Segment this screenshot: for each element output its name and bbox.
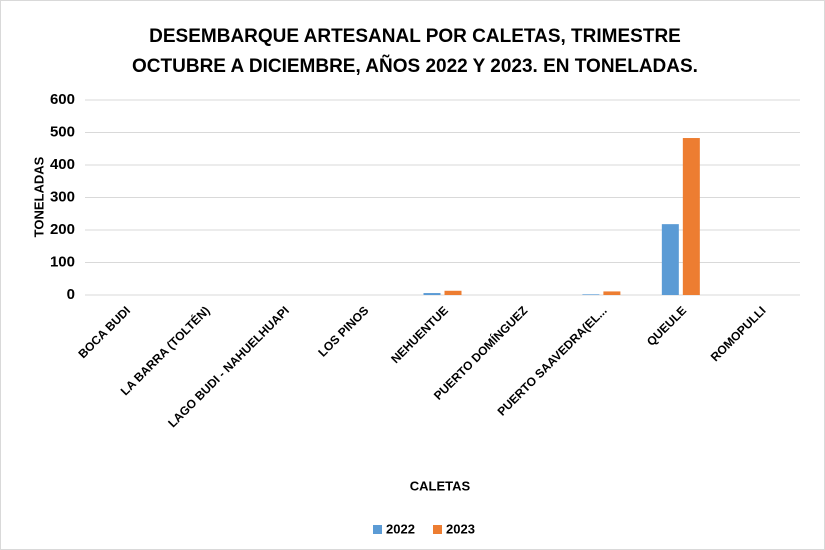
bar <box>603 291 621 295</box>
y-tick-label: 500 <box>50 123 75 140</box>
y-axis-title: TONELADAS <box>31 156 46 237</box>
y-tick-label: 600 <box>50 91 75 108</box>
y-tick-label: 100 <box>50 253 75 270</box>
y-tick-label: 400 <box>50 156 75 173</box>
legend-swatch <box>373 525 382 534</box>
y-tick-label: 300 <box>50 188 75 205</box>
y-tick-label: 0 <box>67 286 75 303</box>
y-tick-label: 200 <box>50 221 75 238</box>
bar <box>682 138 700 295</box>
legend-label: 2022 <box>386 521 415 536</box>
legend-label: 2023 <box>446 521 475 536</box>
legend-swatch <box>433 525 442 534</box>
bar <box>423 293 441 295</box>
bar <box>661 224 679 295</box>
bar <box>444 290 462 295</box>
chart-title: DESEMBARQUE ARTESANAL POR CALETAS, TRIME… <box>149 26 681 47</box>
x-axis-title: CALETAS <box>410 478 471 493</box>
chart-title: OCTUBRE A DICIEMBRE, AÑOS 2022 Y 2023. E… <box>132 55 698 77</box>
bar <box>582 294 600 295</box>
